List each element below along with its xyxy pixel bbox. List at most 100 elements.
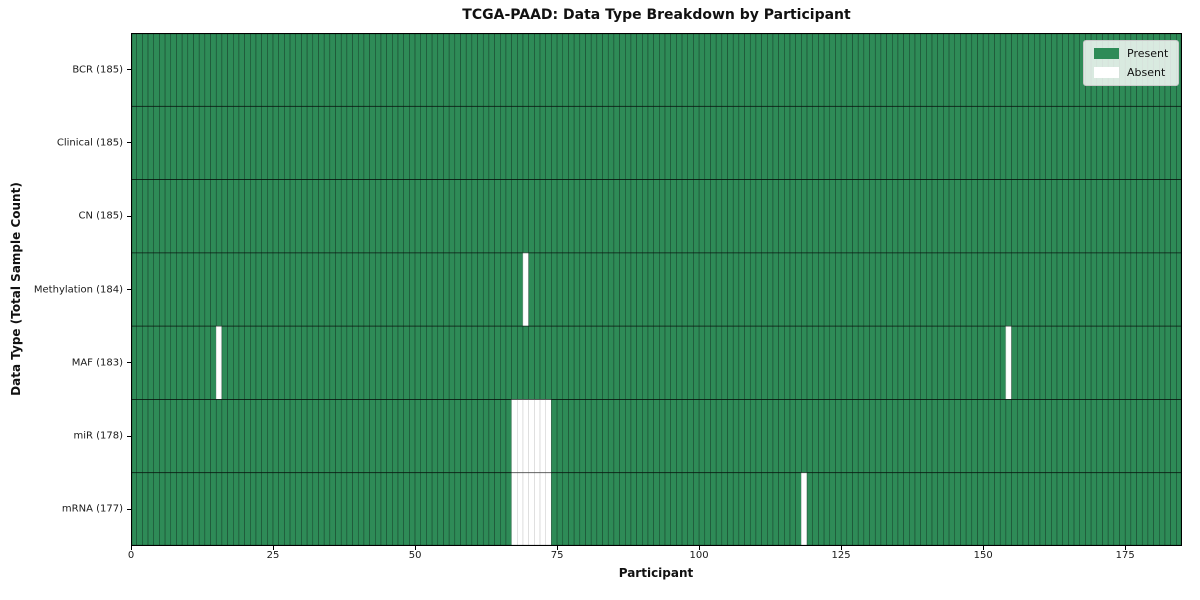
participant-cell xyxy=(142,325,149,400)
participant-cell xyxy=(1153,399,1160,473)
participant-cell xyxy=(914,106,921,180)
participant-cell xyxy=(744,106,751,180)
participant-cell xyxy=(653,33,660,107)
participant-cell xyxy=(392,399,399,473)
participant-cell xyxy=(142,252,149,327)
participant-cell xyxy=(897,399,904,473)
participant-cell xyxy=(1005,179,1012,254)
participant-cell xyxy=(551,252,558,327)
participant-cell xyxy=(590,252,598,327)
participant-cell xyxy=(835,33,842,107)
participant-cell xyxy=(210,472,217,546)
participant-cell xyxy=(1068,33,1075,107)
participant-cell xyxy=(1016,106,1024,180)
participant-cell xyxy=(568,399,575,473)
participant-cell xyxy=(1159,106,1166,180)
participant-cell xyxy=(164,325,172,400)
participant-cell xyxy=(289,399,297,473)
participant-cell xyxy=(914,252,921,327)
participant-cell xyxy=(1085,179,1092,254)
participant-cell xyxy=(420,325,427,400)
participant-cell xyxy=(602,106,609,180)
participant-cell xyxy=(755,472,762,546)
participant-cell xyxy=(738,106,745,180)
participant-cell xyxy=(732,33,740,107)
participant-cell xyxy=(795,33,802,107)
participant-cell xyxy=(988,33,995,107)
participant-cell xyxy=(1034,325,1041,400)
participant-cell xyxy=(1011,399,1018,473)
participant-cell xyxy=(664,106,671,180)
participant-cell xyxy=(1090,252,1098,327)
participant-cell xyxy=(1068,179,1075,254)
participant-cell xyxy=(642,325,649,400)
participant-cell xyxy=(312,252,319,327)
participant-cell xyxy=(892,252,899,327)
participant-cell xyxy=(1073,252,1080,327)
participant-cell xyxy=(380,179,387,254)
participant-cell xyxy=(999,106,1007,180)
participant-cell xyxy=(500,325,507,400)
participant-cell xyxy=(1107,252,1115,327)
participant-cell xyxy=(994,106,1001,180)
participant-cell xyxy=(267,252,274,327)
participant-cell xyxy=(454,472,461,546)
participant-cell xyxy=(1164,106,1171,180)
participant-cell xyxy=(488,33,495,107)
participant-cell xyxy=(1034,399,1041,473)
participant-cell xyxy=(840,252,848,327)
participant-cell xyxy=(454,33,461,107)
participant-cell xyxy=(551,33,558,107)
participant-cell xyxy=(522,179,529,254)
participant-cell xyxy=(312,472,319,546)
participant-cell xyxy=(681,472,688,546)
participant-cell xyxy=(812,252,819,327)
participant-cell xyxy=(142,33,149,107)
participant-cell xyxy=(704,179,711,254)
participant-cell xyxy=(892,399,899,473)
participant-cell xyxy=(823,33,831,107)
participant-cell xyxy=(852,106,859,180)
participant-cell xyxy=(1141,106,1149,180)
participant-cell xyxy=(784,179,791,254)
participant-cell xyxy=(250,472,257,546)
participant-cell xyxy=(585,106,592,180)
participant-cell xyxy=(386,33,393,107)
participant-cell xyxy=(857,325,865,400)
participant-cell xyxy=(375,399,382,473)
participant-cell xyxy=(187,325,194,400)
participant-cell xyxy=(556,33,564,107)
participant-cell xyxy=(397,179,404,254)
participant-cell xyxy=(1079,472,1086,546)
participant-cell xyxy=(539,252,546,327)
participant-cell xyxy=(539,399,546,473)
participant-cell xyxy=(1079,179,1086,254)
participant-cell xyxy=(710,106,717,180)
participant-cell xyxy=(835,399,842,473)
participant-cell xyxy=(1096,106,1103,180)
participant-cell xyxy=(363,252,370,327)
participant-cell xyxy=(329,33,336,107)
participant-cell xyxy=(1005,106,1012,180)
participant-cell xyxy=(335,472,342,546)
participant-cell xyxy=(522,33,529,107)
participant-cell xyxy=(664,472,671,546)
participant-cell xyxy=(494,472,501,546)
participant-cell xyxy=(198,252,206,327)
participant-cell xyxy=(943,399,950,473)
participant-cell xyxy=(352,33,359,107)
x-tick-label: 25 xyxy=(266,550,280,561)
participant-cell xyxy=(409,33,416,107)
participant-cell xyxy=(761,33,768,107)
participant-cell xyxy=(573,472,581,546)
participant-cell xyxy=(937,179,944,254)
participant-cell xyxy=(1068,399,1075,473)
participant-cell xyxy=(1039,252,1046,327)
participant-cell xyxy=(903,472,910,546)
participant-cell xyxy=(414,399,421,473)
participant-cell xyxy=(698,33,706,107)
participant-cell xyxy=(375,472,382,546)
participant-cell xyxy=(301,472,308,546)
participant-cell xyxy=(1153,106,1160,180)
participant-cell xyxy=(693,106,700,180)
